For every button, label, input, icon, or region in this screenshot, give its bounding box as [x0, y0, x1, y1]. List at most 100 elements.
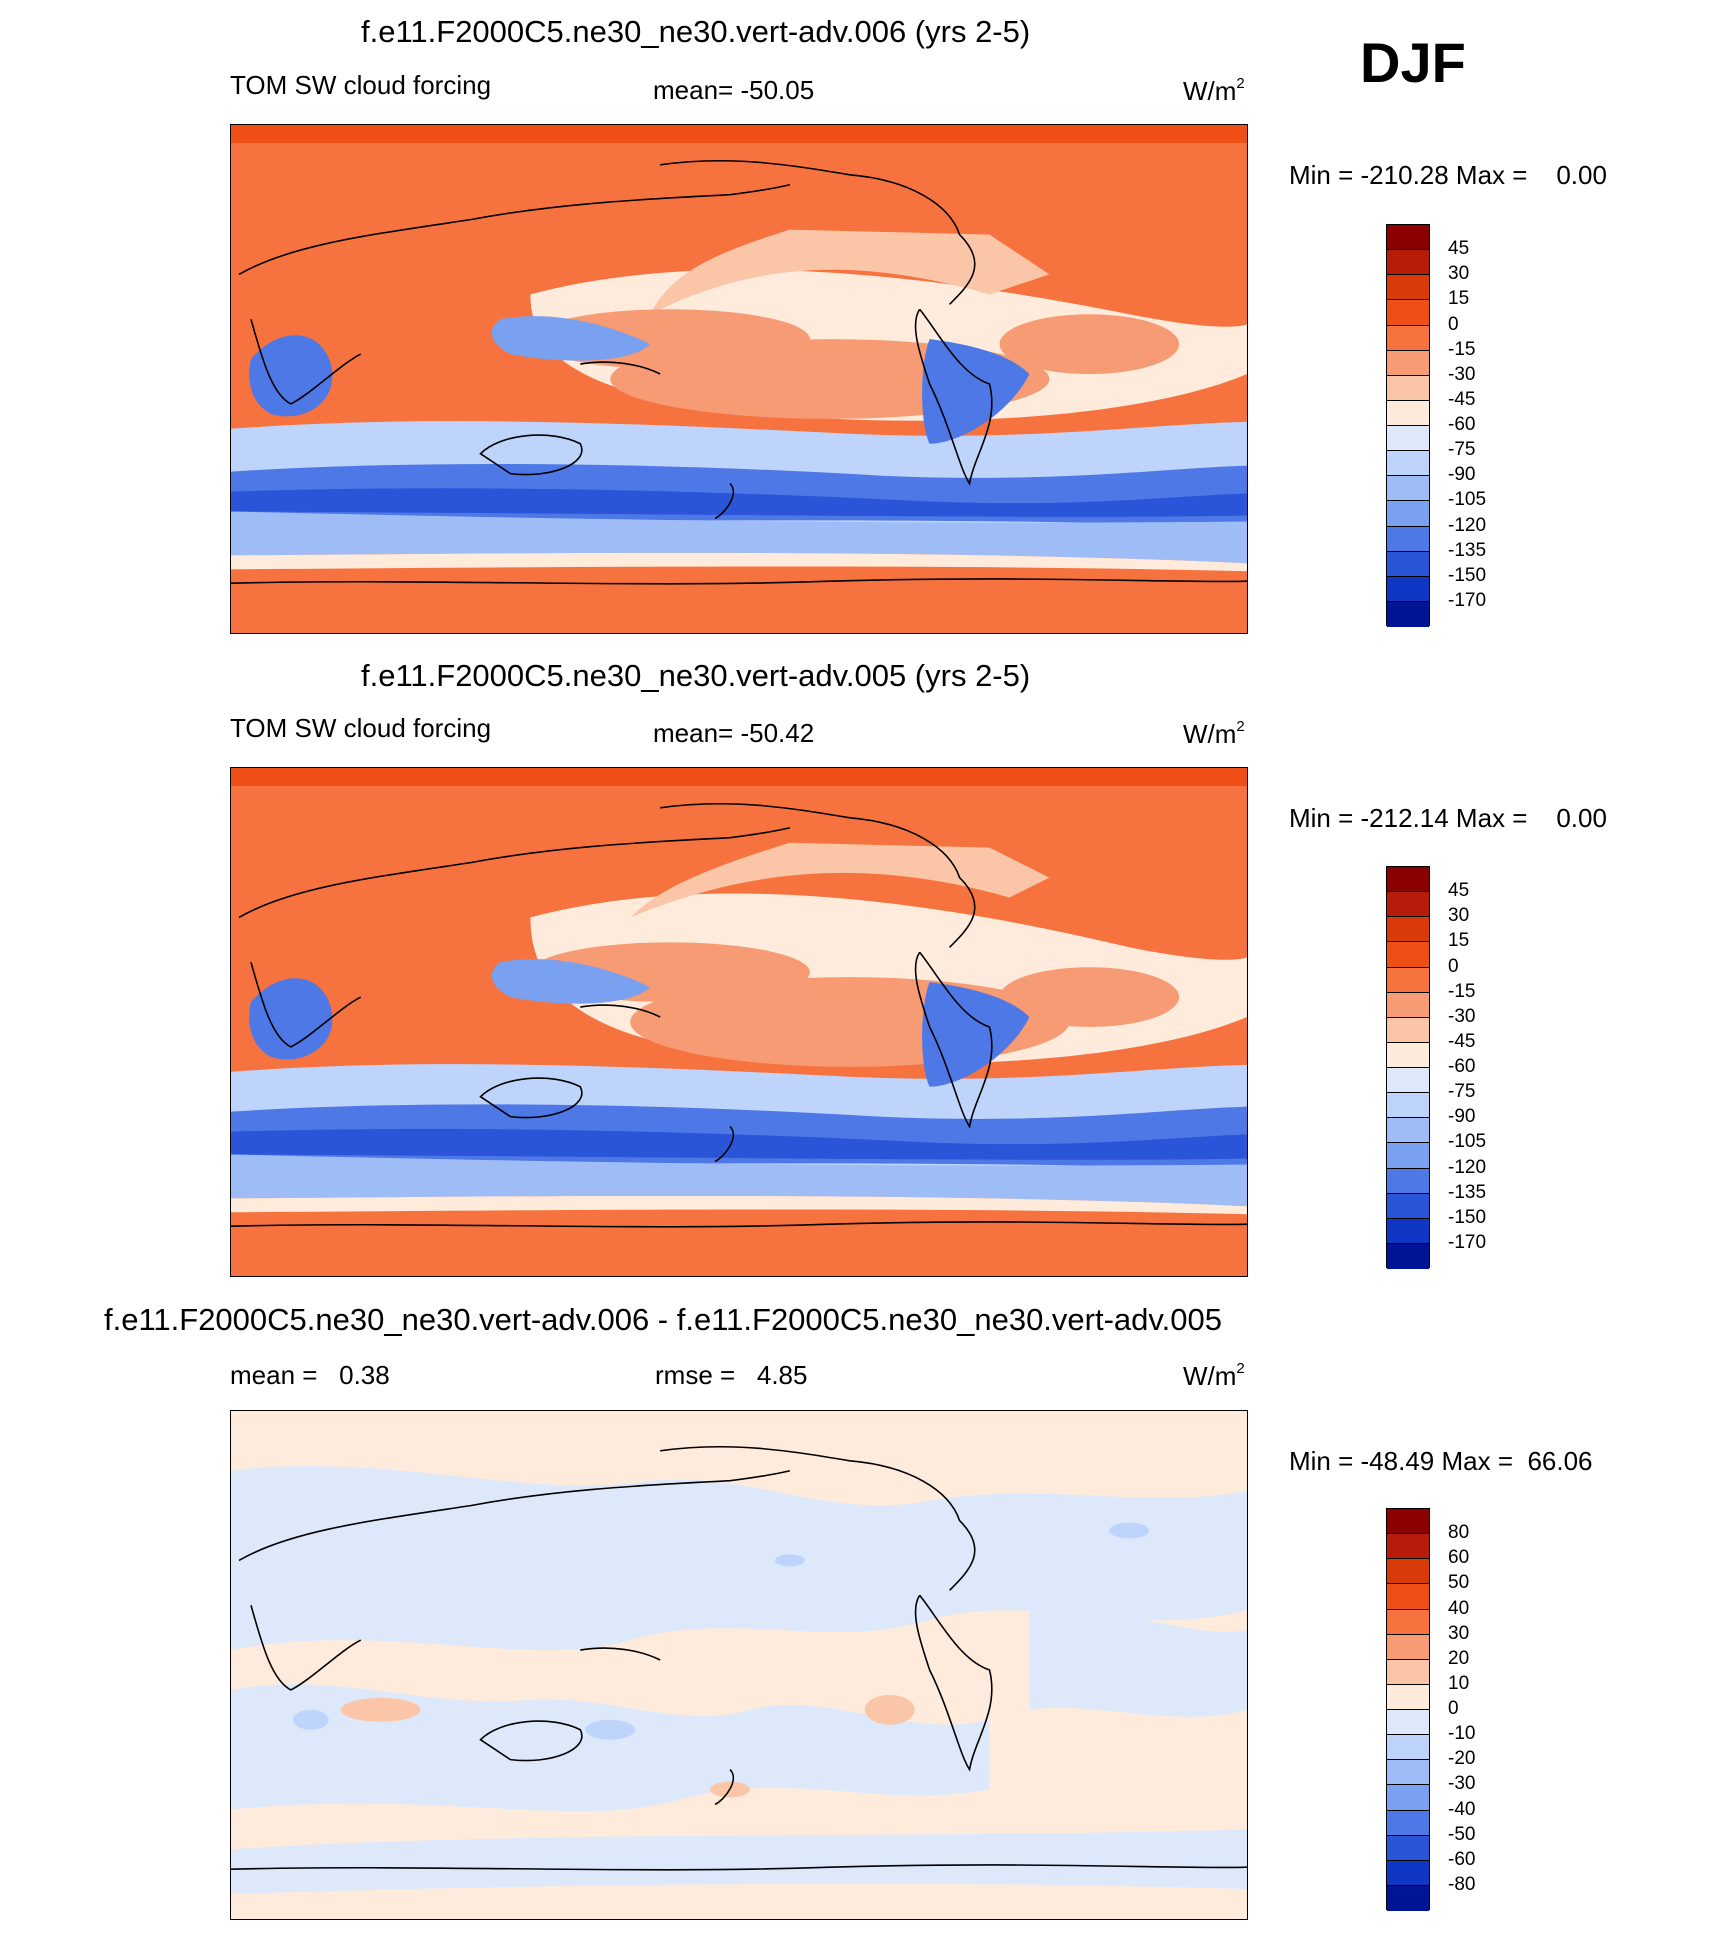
colorbar-tick-label: -10 — [1448, 1723, 1476, 1745]
colorbar-tick-label: -120 — [1448, 514, 1487, 536]
colorbar-swatch — [1387, 1093, 1429, 1119]
panel-1-min-max: Min = -210.28 Max = 0.00 — [1289, 160, 1607, 190]
colorbar-swatch — [1387, 1218, 1429, 1244]
colorbar-tick-label: -30 — [1448, 1005, 1476, 1027]
panel-2-map — [230, 767, 1248, 1277]
panel-1-contour-field — [231, 125, 1247, 633]
colorbar-tick-label: -45 — [1448, 1030, 1476, 1052]
colorbar-swatch — [1387, 1710, 1429, 1736]
panel-2-units: W/m2 — [1183, 718, 1245, 749]
colorbar-swatch — [1387, 1042, 1429, 1068]
colorbar-tick-label: 10 — [1448, 1672, 1470, 1694]
colorbar-tick-label: -170 — [1448, 589, 1487, 611]
colorbar-tick-label: 40 — [1448, 1597, 1470, 1619]
colorbar-swatch — [1387, 1634, 1429, 1660]
colorbar-tick-label: -15 — [1448, 980, 1476, 1002]
colorbar-swatch — [1387, 1509, 1429, 1535]
colorbar-tick-label: -15 — [1448, 338, 1476, 360]
colorbar-swatch — [1387, 1860, 1429, 1886]
panel-2-colorbar — [1386, 866, 1430, 1269]
colorbar-swatch — [1387, 551, 1429, 577]
colorbar-tick-label: -60 — [1448, 1848, 1476, 1870]
colorbar-swatch — [1387, 992, 1429, 1018]
panel-3-title: f.e11.F2000C5.ne30_ne30.vert-adv.006 - f… — [104, 1302, 1222, 1337]
colorbar-swatch — [1387, 1243, 1429, 1269]
colorbar-tick-label: -170 — [1448, 1231, 1487, 1253]
colorbar-swatch — [1387, 1760, 1429, 1786]
colorbar-swatch — [1387, 1017, 1429, 1043]
colorbar-tick-label: -120 — [1448, 1156, 1487, 1178]
colorbar-tick-label: -90 — [1448, 1106, 1476, 1128]
colorbar-tick-label: -60 — [1448, 1056, 1476, 1077]
colorbar-tick-label: -75 — [1448, 1081, 1476, 1103]
colorbar-swatch — [1387, 917, 1429, 943]
colorbar-swatch — [1387, 451, 1429, 477]
panel-2-variable-label: TOM SW cloud forcing — [230, 713, 492, 743]
panel-2-mean-label: mean= -50.42 — [653, 718, 815, 748]
colorbar-tick-label: -40 — [1448, 1798, 1476, 1820]
colorbar-swatch — [1387, 1068, 1429, 1094]
colorbar-tick-label: -50 — [1448, 1823, 1476, 1845]
panel-2-min-max: Min = -212.14 Max = 0.00 — [1289, 803, 1607, 833]
colorbar-swatch — [1387, 967, 1429, 993]
colorbar-tick-label: -135 — [1448, 1181, 1487, 1203]
colorbar-tick-label: -105 — [1448, 489, 1487, 511]
colorbar-swatch — [1387, 601, 1429, 627]
colorbar-swatch — [1387, 526, 1429, 552]
colorbar-swatch — [1387, 350, 1429, 376]
colorbar-swatch — [1387, 892, 1429, 918]
colorbar-tick-label: -90 — [1448, 464, 1476, 486]
colorbar-tick-label: -30 — [1448, 1773, 1476, 1795]
colorbar-swatch — [1387, 1193, 1429, 1219]
colorbar-tick-label: 30 — [1448, 905, 1470, 927]
colorbar-swatch — [1387, 1785, 1429, 1811]
colorbar-swatch — [1387, 576, 1429, 602]
panel-3-rmse-label: rmse = 4.85 — [655, 1360, 808, 1390]
colorbar-swatch — [1387, 1118, 1429, 1144]
panel-3-units: W/m2 — [1183, 1360, 1245, 1391]
colorbar-swatch — [1387, 1534, 1429, 1560]
colorbar-tick-label: -135 — [1448, 539, 1487, 561]
panel-3-contour-field — [231, 1411, 1247, 1919]
colorbar-swatch — [1387, 225, 1429, 251]
panel-1-variable-label: TOM SW cloud forcing — [230, 70, 492, 100]
colorbar-swatch — [1387, 1735, 1429, 1761]
colorbar-tick-label: 45 — [1448, 880, 1470, 902]
colorbar-swatch — [1387, 1584, 1429, 1610]
colorbar-tick-label: 0 — [1448, 1698, 1459, 1719]
colorbar-tick-label: 15 — [1448, 930, 1470, 952]
colorbar-swatch — [1387, 1609, 1429, 1635]
panel-3-map — [230, 1410, 1248, 1920]
panel-3-colorbar — [1386, 1508, 1430, 1911]
colorbar-swatch — [1387, 375, 1429, 401]
colorbar-tick-label: -60 — [1448, 414, 1476, 435]
colorbar-tick-label: -105 — [1448, 1131, 1487, 1153]
colorbar-tick-label: 60 — [1448, 1547, 1470, 1569]
colorbar-swatch — [1387, 1684, 1429, 1710]
colorbar-tick-label: -80 — [1448, 1873, 1476, 1895]
colorbar-tick-label: 0 — [1448, 313, 1459, 335]
colorbar-swatch — [1387, 400, 1429, 426]
colorbar-swatch — [1387, 250, 1429, 276]
colorbar-tick-label: -45 — [1448, 388, 1476, 410]
colorbar-swatch — [1387, 325, 1429, 351]
panel-1-units: W/m2 — [1183, 75, 1245, 106]
colorbar-tick-label: 30 — [1448, 1622, 1470, 1644]
colorbar-tick-label: 20 — [1448, 1647, 1470, 1669]
colorbar-tick-label: 80 — [1448, 1522, 1470, 1544]
colorbar-tick-label: 30 — [1448, 263, 1470, 285]
colorbar-swatch — [1387, 426, 1429, 452]
colorbar-swatch — [1387, 1143, 1429, 1169]
panel-1-colorbar — [1386, 224, 1430, 627]
colorbar-swatch — [1387, 1168, 1429, 1194]
colorbar-tick-label: -150 — [1448, 564, 1487, 586]
colorbar-swatch — [1387, 476, 1429, 502]
colorbar-tick-label: 15 — [1448, 288, 1470, 310]
colorbar-tick-label: -150 — [1448, 1206, 1487, 1228]
panel-3-mean-label: mean = 0.38 — [230, 1360, 390, 1390]
panel-3-min-max: Min = -48.49 Max = 66.06 — [1289, 1446, 1593, 1476]
colorbar-swatch — [1387, 1559, 1429, 1585]
colorbar-swatch — [1387, 1810, 1429, 1836]
colorbar-swatch — [1387, 1885, 1429, 1911]
colorbar-swatch — [1387, 942, 1429, 968]
